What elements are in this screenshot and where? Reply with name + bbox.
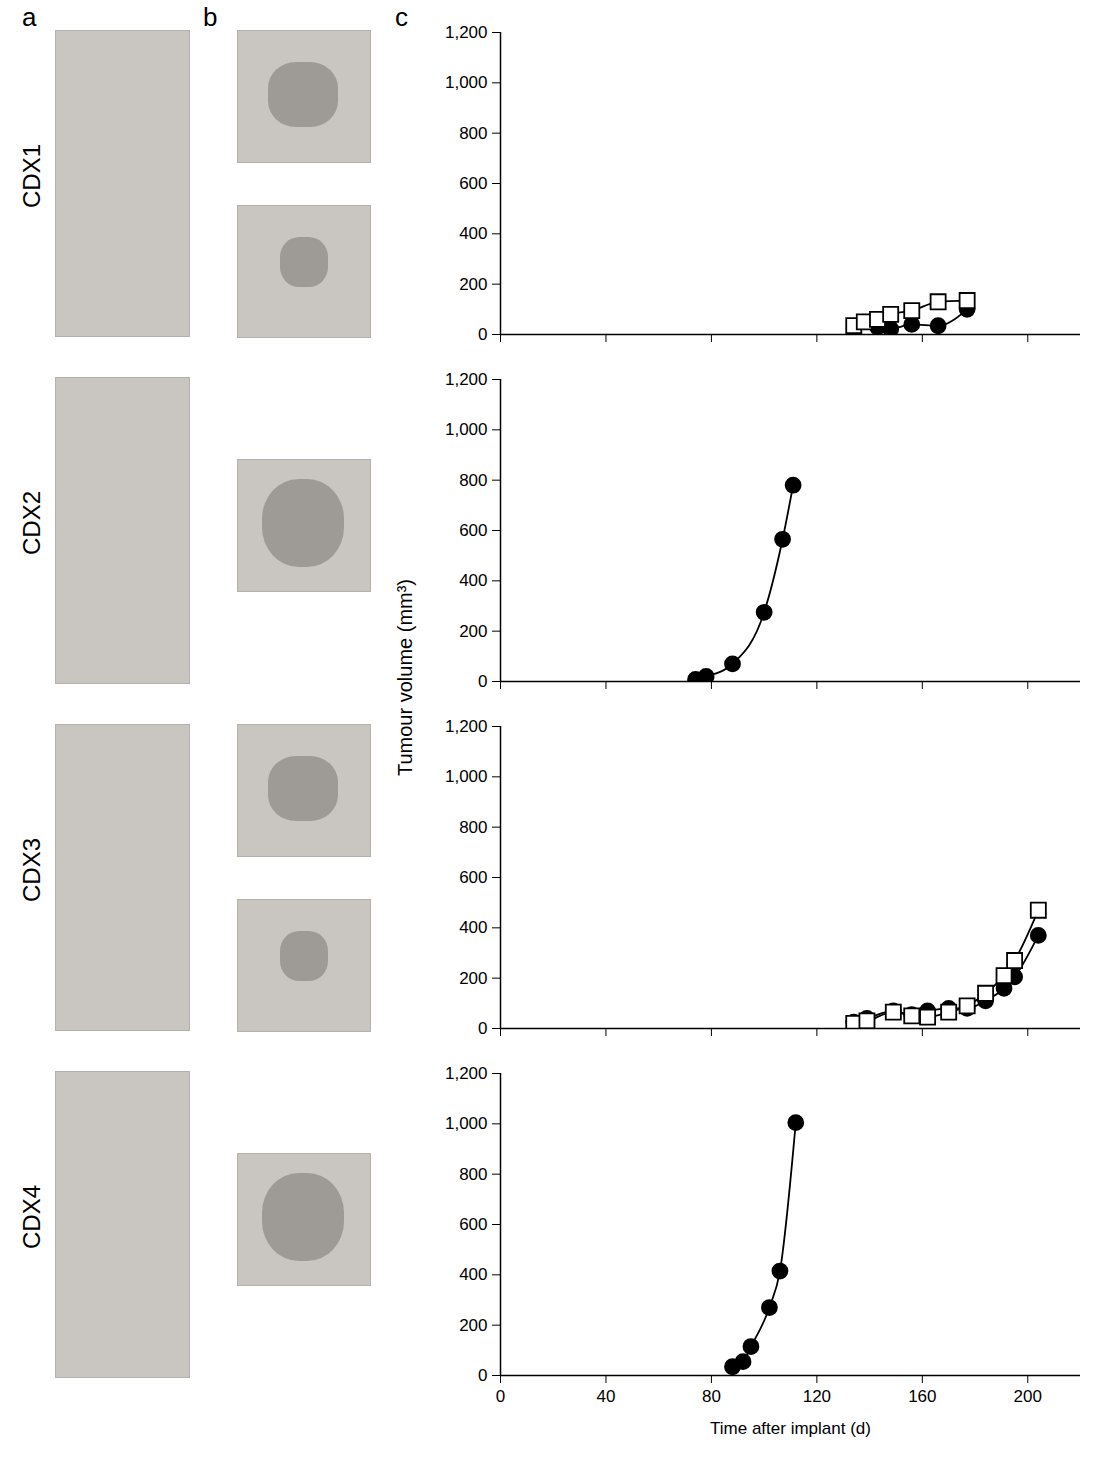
svg-text:800: 800 xyxy=(459,1165,487,1184)
svg-text:0: 0 xyxy=(478,1366,487,1385)
svg-text:200: 200 xyxy=(459,622,487,641)
html-text:c: c xyxy=(395,2,408,32)
svg-text:80: 80 xyxy=(702,1387,721,1406)
html-text:a: a xyxy=(22,2,37,32)
svg-text:1,200: 1,200 xyxy=(445,370,488,389)
svg-text:400: 400 xyxy=(459,224,487,243)
html-text:CDX4: CDX4 xyxy=(18,1185,45,1249)
svg-text:1,000: 1,000 xyxy=(445,1114,488,1133)
svg-text:600: 600 xyxy=(459,1215,487,1234)
html-text:CDX2: CDX2 xyxy=(18,491,45,555)
svg-text:120: 120 xyxy=(803,1387,831,1406)
svg-text:400: 400 xyxy=(459,1265,487,1284)
svg-text:1,000: 1,000 xyxy=(445,767,488,786)
html-text:CDX1: CDX1 xyxy=(18,144,45,208)
html-text:CDX3: CDX3 xyxy=(18,838,45,902)
svg-text:200: 200 xyxy=(459,1316,487,1335)
html-text:Tumour volume (mm³): Tumour volume (mm³) xyxy=(393,579,416,776)
svg-text:40: 40 xyxy=(596,1387,615,1406)
svg-text:600: 600 xyxy=(459,521,487,540)
svg-text:200: 200 xyxy=(1014,1387,1042,1406)
svg-text:160: 160 xyxy=(908,1387,936,1406)
svg-text:200: 200 xyxy=(459,969,487,988)
svg-text:1,000: 1,000 xyxy=(445,73,488,92)
svg-text:400: 400 xyxy=(459,571,487,590)
svg-text:800: 800 xyxy=(459,124,487,143)
svg-text:0: 0 xyxy=(478,672,487,691)
svg-text:0: 0 xyxy=(496,1387,505,1406)
svg-text:0: 0 xyxy=(478,1019,487,1038)
svg-text:800: 800 xyxy=(459,471,487,490)
svg-text:1,200: 1,200 xyxy=(445,1064,488,1083)
svg-text:800: 800 xyxy=(459,818,487,837)
svg-text:0: 0 xyxy=(478,325,487,344)
svg-text:1,200: 1,200 xyxy=(445,23,488,42)
html-text:b: b xyxy=(203,2,218,32)
svg-text:1,200: 1,200 xyxy=(445,717,488,736)
svg-text:600: 600 xyxy=(459,868,487,887)
svg-text:1,000: 1,000 xyxy=(445,420,488,439)
svg-text:400: 400 xyxy=(459,918,487,937)
svg-text:200: 200 xyxy=(459,275,487,294)
svg-text:Time after implant (d): Time after implant (d) xyxy=(710,1419,871,1438)
svg-text:600: 600 xyxy=(459,174,487,193)
